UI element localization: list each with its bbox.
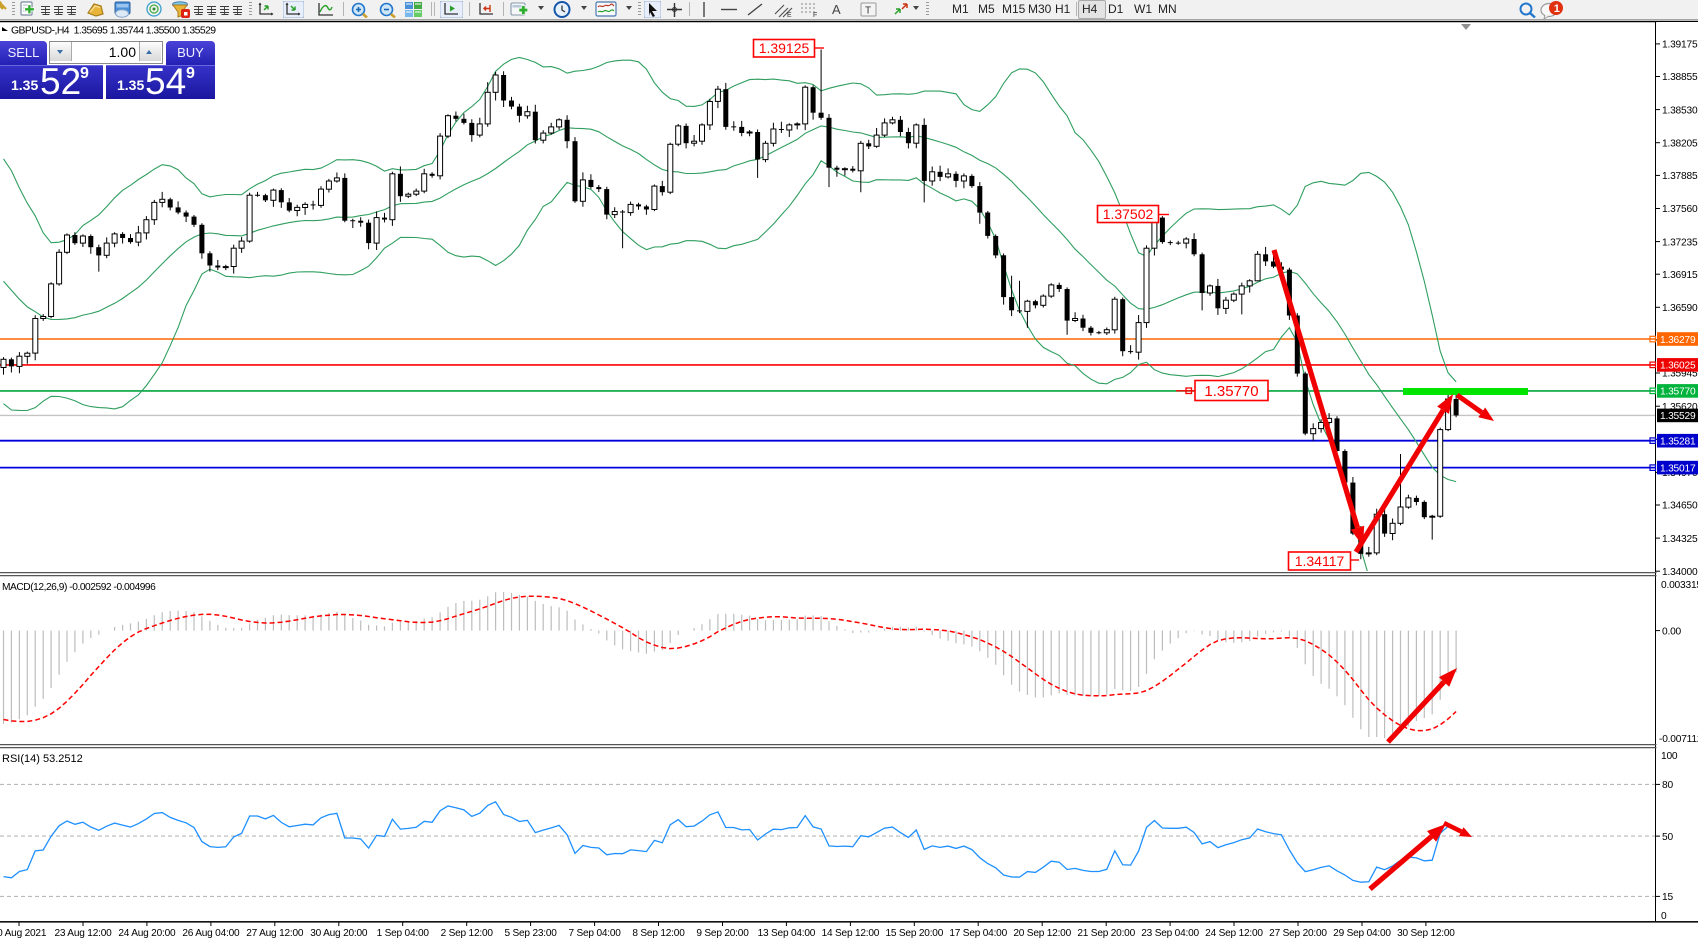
svg-text:1.37885: 1.37885 bbox=[1662, 171, 1698, 182]
svg-text:5 Sep 23:00: 5 Sep 23:00 bbox=[504, 928, 557, 939]
svg-text:1.36590: 1.36590 bbox=[1662, 303, 1698, 314]
svg-text:20 Aug 2021: 20 Aug 2021 bbox=[0, 928, 47, 939]
svg-text:21 Sep 20:00: 21 Sep 20:00 bbox=[1077, 928, 1135, 939]
svg-text:1.38530: 1.38530 bbox=[1662, 105, 1698, 116]
svg-text:26 Aug 04:00: 26 Aug 04:00 bbox=[182, 928, 240, 939]
svg-text:24 Aug 20:00: 24 Aug 20:00 bbox=[118, 928, 176, 939]
svg-text:1.36915: 1.36915 bbox=[1662, 270, 1698, 281]
svg-text:30 Sep 12:00: 30 Sep 12:00 bbox=[1397, 928, 1455, 939]
svg-text:100: 100 bbox=[1661, 751, 1678, 762]
svg-text:1.35770: 1.35770 bbox=[1204, 383, 1258, 400]
svg-text:0: 0 bbox=[1661, 911, 1667, 922]
svg-text:29 Sep 04:00: 29 Sep 04:00 bbox=[1333, 928, 1391, 939]
svg-text:23 Aug 12:00: 23 Aug 12:00 bbox=[54, 928, 112, 939]
svg-text:0.003315: 0.003315 bbox=[1661, 580, 1698, 591]
svg-text:9 Sep 20:00: 9 Sep 20:00 bbox=[696, 928, 749, 939]
svg-text:1.35620: 1.35620 bbox=[1662, 402, 1698, 413]
svg-text:1.34000: 1.34000 bbox=[1662, 567, 1698, 578]
svg-text:30 Aug 20:00: 30 Aug 20:00 bbox=[310, 928, 368, 939]
svg-text:0.00: 0.00 bbox=[1662, 626, 1682, 637]
svg-text:1.38855: 1.38855 bbox=[1662, 72, 1698, 83]
svg-text:1.39175: 1.39175 bbox=[1662, 40, 1698, 51]
svg-text:E: E bbox=[787, 12, 792, 18]
svg-text:-0.007112: -0.007112 bbox=[1659, 734, 1698, 745]
svg-text:23 Sep 04:00: 23 Sep 04:00 bbox=[1141, 928, 1199, 939]
svg-text:1.37235: 1.37235 bbox=[1662, 237, 1698, 248]
svg-text:1.34650: 1.34650 bbox=[1662, 501, 1698, 512]
svg-text:1 Sep 04:00: 1 Sep 04:00 bbox=[377, 928, 430, 939]
svg-text:2 Sep 12:00: 2 Sep 12:00 bbox=[441, 928, 494, 939]
svg-text:T: T bbox=[865, 6, 871, 17]
svg-text:8 Sep 12:00: 8 Sep 12:00 bbox=[632, 928, 685, 939]
svg-text:1.36025: 1.36025 bbox=[1660, 361, 1696, 372]
svg-text:13 Sep 04:00: 13 Sep 04:00 bbox=[758, 928, 816, 939]
svg-text:27 Aug 12:00: 27 Aug 12:00 bbox=[246, 928, 304, 939]
svg-text:1.34117: 1.34117 bbox=[1295, 553, 1345, 569]
svg-text:RSI(14) 53.2512: RSI(14) 53.2512 bbox=[2, 753, 83, 765]
svg-text:1.35945: 1.35945 bbox=[1662, 369, 1698, 380]
svg-text:27 Sep 20:00: 27 Sep 20:00 bbox=[1269, 928, 1327, 939]
svg-text:MACD(12,26,9) -0.002592 -0.004: MACD(12,26,9) -0.002592 -0.004996 bbox=[2, 582, 156, 593]
svg-text:20 Sep 12:00: 20 Sep 12:00 bbox=[1013, 928, 1071, 939]
svg-text:1.35017: 1.35017 bbox=[1660, 463, 1696, 474]
svg-text:1.37560: 1.37560 bbox=[1662, 204, 1698, 215]
svg-text:24 Sep 12:00: 24 Sep 12:00 bbox=[1205, 928, 1263, 939]
svg-text:14 Sep 12:00: 14 Sep 12:00 bbox=[822, 928, 880, 939]
svg-text:1.37502: 1.37502 bbox=[1103, 206, 1154, 222]
svg-text:1.36279: 1.36279 bbox=[1660, 335, 1696, 346]
svg-text:80: 80 bbox=[1662, 780, 1673, 791]
svg-text:1.34325: 1.34325 bbox=[1662, 534, 1698, 545]
svg-text:15 Sep 20:00: 15 Sep 20:00 bbox=[885, 928, 943, 939]
svg-text:1.35281: 1.35281 bbox=[1660, 437, 1696, 448]
svg-text:1.38205: 1.38205 bbox=[1662, 138, 1698, 149]
svg-text:15: 15 bbox=[1662, 892, 1673, 903]
svg-text:GBPUSD-,H4 1.35695 1.35744 1.: GBPUSD-,H4 1.35695 1.35744 1.35500 1.355… bbox=[11, 26, 216, 37]
svg-text:17 Sep 04:00: 17 Sep 04:00 bbox=[949, 928, 1007, 939]
svg-text:1.39125: 1.39125 bbox=[759, 40, 810, 56]
svg-text:1: 1 bbox=[1554, 3, 1560, 15]
svg-text:1.35529: 1.35529 bbox=[1660, 411, 1696, 422]
svg-text:F: F bbox=[813, 12, 817, 18]
svg-text:1.35770: 1.35770 bbox=[1660, 387, 1696, 398]
svg-text:50: 50 bbox=[1662, 832, 1673, 843]
svg-text:7 Sep 04:00: 7 Sep 04:00 bbox=[568, 928, 621, 939]
